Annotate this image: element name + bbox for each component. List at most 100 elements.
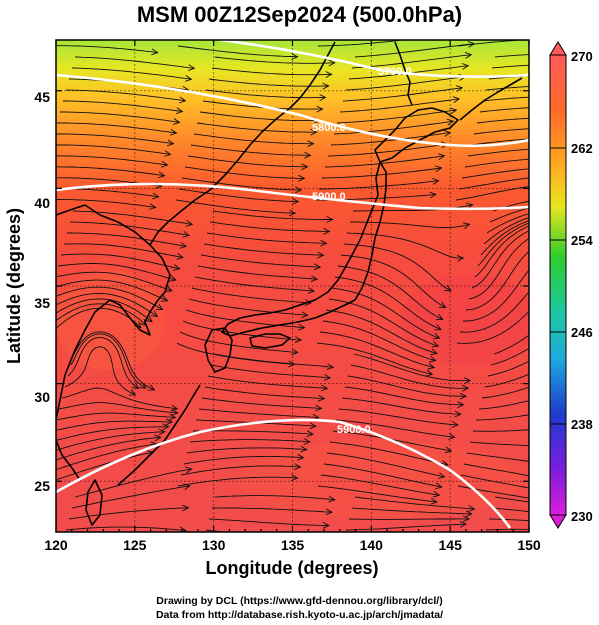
streamline — [56, 436, 161, 461]
streamline-arrow — [456, 254, 465, 262]
streamline — [63, 100, 183, 112]
streamline — [494, 54, 529, 58]
streamline-arrow — [154, 434, 162, 442]
streamline-arrow — [158, 171, 166, 179]
streamline-arrow — [169, 128, 178, 136]
streamline — [494, 496, 529, 503]
streamline — [467, 148, 529, 157]
streamline — [56, 45, 158, 54]
streamline — [58, 402, 178, 414]
streamline — [484, 373, 529, 388]
streamline — [61, 387, 178, 410]
streamline-arrow — [328, 495, 336, 503]
streamline-arrow — [572, 494, 579, 500]
streamline — [490, 347, 529, 366]
streamline-arrow — [444, 285, 452, 292]
anticyclone-core — [400, 275, 529, 365]
streamline-arrow — [294, 463, 302, 471]
contour-5900-north — [56, 182, 529, 211]
x-tick-label: 135 — [281, 537, 305, 553]
streamline — [316, 342, 433, 375]
streamline — [319, 180, 439, 190]
streamline — [460, 474, 529, 489]
streamline-arrow — [185, 220, 194, 227]
streamline — [457, 485, 529, 499]
streamline-arrow — [318, 394, 326, 402]
streamline — [329, 441, 448, 466]
streamline-arrow — [432, 490, 441, 498]
streamline-arrow — [591, 345, 598, 351]
streamline — [70, 333, 147, 389]
streamline-arrow — [291, 53, 299, 61]
contour-5900-south — [56, 418, 512, 529]
streamline-arrow — [589, 404, 595, 410]
streamline-arrow — [147, 384, 156, 391]
streamline — [179, 331, 298, 353]
streamline — [189, 439, 310, 443]
streamline-arrow — [459, 520, 467, 528]
streamline-arrow — [430, 497, 438, 505]
y-tick-labels: 25 30 35 40 45 — [34, 89, 50, 494]
streamline — [56, 166, 165, 177]
x-tick-label: 150 — [517, 537, 541, 553]
streamline — [184, 166, 305, 179]
streamline-arrow — [467, 40, 476, 48]
streamline-arrow — [462, 222, 471, 229]
streamline-arrow — [591, 364, 597, 370]
streamline — [482, 96, 529, 102]
streamline — [466, 452, 529, 462]
streamline — [317, 40, 407, 47]
streamline-arrow — [431, 34, 437, 40]
streamline — [182, 320, 302, 341]
streamline-arrow — [158, 428, 166, 436]
streamline — [60, 111, 180, 123]
streamline-arrow — [175, 107, 184, 115]
streamline-arrow — [443, 129, 452, 137]
streamline — [56, 431, 165, 451]
streamline — [340, 254, 446, 308]
x-axis-title: Longitude (degrees) — [205, 558, 378, 578]
streamline — [483, 217, 529, 245]
streamline — [196, 122, 317, 133]
gridlines — [56, 40, 529, 532]
streamline — [324, 155, 445, 168]
streamline — [317, 485, 437, 503]
streamline-arrow — [291, 348, 299, 356]
streamline-arrow — [454, 410, 462, 418]
y-tick-label: 25 — [34, 478, 50, 494]
streamline-arrow — [168, 413, 177, 421]
streamline-arrow — [457, 401, 465, 409]
streamline — [455, 186, 529, 201]
streamline — [201, 397, 322, 409]
streamline — [344, 386, 464, 406]
streamline-arrow — [459, 392, 468, 400]
streamline-arrow — [319, 94, 327, 101]
streamline — [185, 309, 305, 329]
streamline — [456, 310, 529, 344]
streamline — [191, 287, 311, 304]
streamline — [354, 496, 475, 510]
streamline-arrow — [434, 324, 442, 331]
contour-labels: 5700.0 5800.0 5900.0 5900.0 — [312, 66, 412, 436]
streamline — [327, 143, 448, 157]
colorbar-top-arrow — [549, 41, 567, 56]
streamline — [458, 177, 529, 190]
streamline — [470, 138, 529, 146]
streamline-arrow — [291, 474, 299, 482]
streamline — [208, 518, 329, 526]
streamlines — [56, 34, 598, 532]
streamline — [325, 309, 438, 354]
streamline-arrow — [575, 483, 582, 489]
streamline-arrow — [574, 210, 580, 216]
streamline — [339, 98, 460, 113]
streamline — [56, 420, 173, 431]
map-title: MSM 00Z12Sep2024 (500.0hPa) — [136, 2, 463, 27]
streamline-arrow — [139, 382, 147, 389]
streamline-arrow — [322, 82, 330, 90]
streamline-arrow — [182, 504, 190, 512]
streamline-arrow — [313, 263, 322, 271]
streamline-arrow — [446, 118, 455, 126]
streamline — [206, 232, 327, 244]
colorbar-bottom-arrow — [549, 514, 567, 529]
contour-label: 5900.0 — [312, 191, 346, 203]
